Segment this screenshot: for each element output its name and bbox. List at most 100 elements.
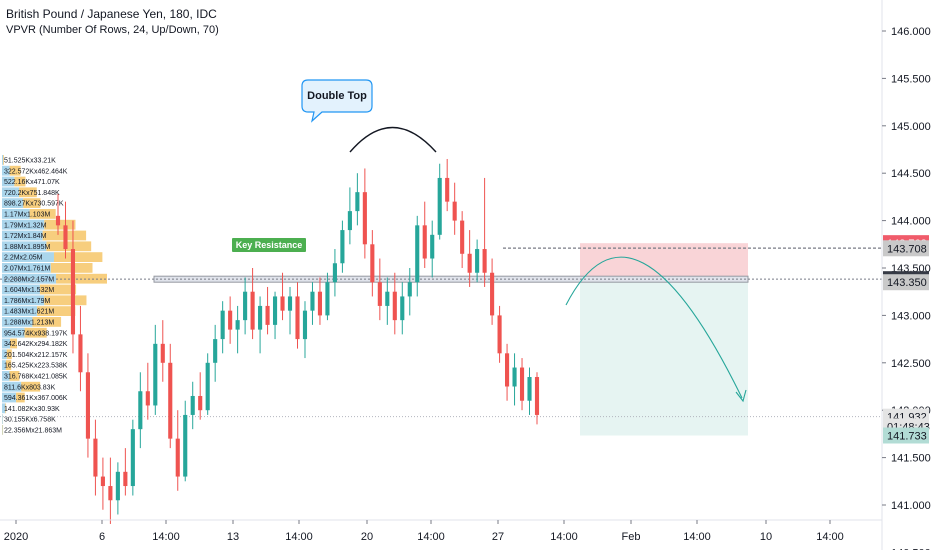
volume-profile-up-bar [2, 327, 25, 338]
candle-body[interactable] [407, 282, 412, 297]
candle-body[interactable] [258, 305, 263, 330]
candle-body[interactable] [115, 471, 120, 501]
candle-body[interactable] [70, 249, 76, 335]
candle-body[interactable] [198, 395, 203, 411]
time-axis-label: 14:00 [417, 531, 445, 543]
candle-body[interactable] [302, 310, 308, 340]
volume-profile-up-bar [2, 317, 33, 327]
candle-body[interactable] [228, 310, 233, 330]
volume-profile-label: 22.356Mx21.863M [4, 428, 62, 435]
candle-body[interactable] [347, 211, 352, 231]
candle-body[interactable] [385, 291, 390, 306]
candle-body[interactable] [243, 291, 248, 321]
candle-body[interactable] [505, 353, 510, 387]
price-tag[interactable] [883, 274, 929, 291]
time-axis-label: 2020 [4, 531, 28, 543]
stop-loss-zone[interactable] [580, 243, 748, 280]
volume-profile-label: 1.88Mx1.895M [4, 244, 50, 251]
volume-profile-label: 1.786Mx1.79M [4, 298, 50, 305]
candle-body[interactable] [153, 343, 158, 406]
volume-profile-up-bar [2, 209, 30, 219]
candle-body[interactable] [325, 282, 330, 316]
candle-body[interactable] [355, 192, 360, 212]
candle-body[interactable] [183, 414, 188, 477]
price-axis-label: 144.000 [891, 216, 931, 228]
candle-body[interactable] [145, 391, 150, 406]
candle-body[interactable] [265, 305, 270, 325]
take-profit-zone[interactable] [580, 279, 748, 436]
candle-body[interactable] [175, 438, 180, 477]
volume-profile-down-bar [53, 252, 103, 262]
price-axis-label: 146.000 [891, 26, 931, 38]
candle-body[interactable] [168, 362, 173, 439]
projection-curve[interactable] [565, 256, 743, 399]
candle-body[interactable] [497, 315, 502, 354]
candle-body[interactable] [475, 249, 480, 273]
candle-body[interactable] [78, 334, 83, 373]
volume-profile-up-bar [2, 241, 47, 252]
candle-body[interactable] [362, 192, 367, 245]
candle-body[interactable] [467, 253, 472, 273]
candle-body[interactable] [220, 310, 225, 340]
candle-body[interactable] [519, 367, 525, 401]
double-top-callout[interactable] [301, 79, 373, 123]
candle-body[interactable] [534, 377, 540, 415]
volume-profile-label: 322.572Kx462.464K [4, 168, 68, 175]
candle-body[interactable] [370, 244, 375, 283]
price-tag[interactable] [883, 240, 929, 257]
candle-body[interactable] [123, 471, 128, 487]
candle-body[interactable] [490, 272, 495, 316]
candle-body[interactable] [190, 395, 195, 415]
price-axis-label: 141.000 [891, 500, 931, 512]
candle-body[interactable] [392, 291, 397, 321]
volume-profile-down-bar [9, 371, 20, 381]
candle-body[interactable] [280, 296, 285, 311]
candle-body[interactable] [332, 263, 337, 283]
candle-body[interactable] [130, 429, 135, 487]
candle-body[interactable] [527, 377, 532, 401]
candle-body[interactable] [377, 282, 382, 306]
candle-body[interactable] [310, 291, 315, 311]
volume-profile-up-bar [2, 360, 6, 370]
candle-body[interactable] [400, 296, 405, 321]
candle-body[interactable] [295, 296, 300, 340]
candle-body[interactable] [100, 476, 105, 487]
candle-body[interactable] [160, 343, 165, 363]
volume-profile-down-bar [19, 187, 37, 198]
candle-body[interactable] [437, 177, 442, 235]
candle-body[interactable] [287, 296, 293, 311]
candle-body[interactable] [340, 230, 345, 264]
candle-body[interactable] [63, 225, 68, 250]
candle-body[interactable] [430, 234, 435, 259]
key-resistance-label-box[interactable] [232, 238, 306, 252]
price-axis-label: 141.500 [891, 453, 931, 465]
volume-profile-label: 1.483Mx1.621M [4, 309, 54, 316]
candle-body[interactable] [213, 339, 218, 363]
candle-body[interactable] [235, 320, 240, 330]
candle-body[interactable] [55, 215, 61, 226]
candle-body[interactable] [93, 438, 98, 477]
candle-body[interactable] [445, 177, 450, 202]
double-top-arc[interactable] [349, 127, 437, 153]
candle-body[interactable] [512, 367, 517, 387]
candle-body[interactable] [205, 362, 210, 411]
volume-profile-down-bar [44, 295, 87, 306]
candle-body[interactable] [460, 220, 465, 254]
candle-body[interactable] [452, 201, 457, 221]
candle-body[interactable] [250, 291, 255, 330]
price-tag-label: 141.733 [887, 431, 927, 443]
price-axis-label: 144.500 [891, 168, 931, 180]
candle-body[interactable] [482, 249, 487, 273]
key-resistance-band[interactable] [153, 275, 749, 283]
study-legend[interactable]: VPVR (Number Of Rows, 24, Up/Down, 70) [6, 24, 219, 36]
candle-body[interactable] [272, 296, 278, 325]
candle-body[interactable] [415, 225, 420, 283]
candle-body[interactable] [85, 372, 90, 439]
volume-profile-down-bar [14, 176, 26, 187]
candle-body[interactable] [108, 486, 113, 501]
candle-body[interactable] [138, 391, 143, 430]
candle-body[interactable] [422, 225, 427, 259]
price-tag[interactable] [883, 427, 929, 444]
candle-body[interactable] [317, 291, 323, 316]
